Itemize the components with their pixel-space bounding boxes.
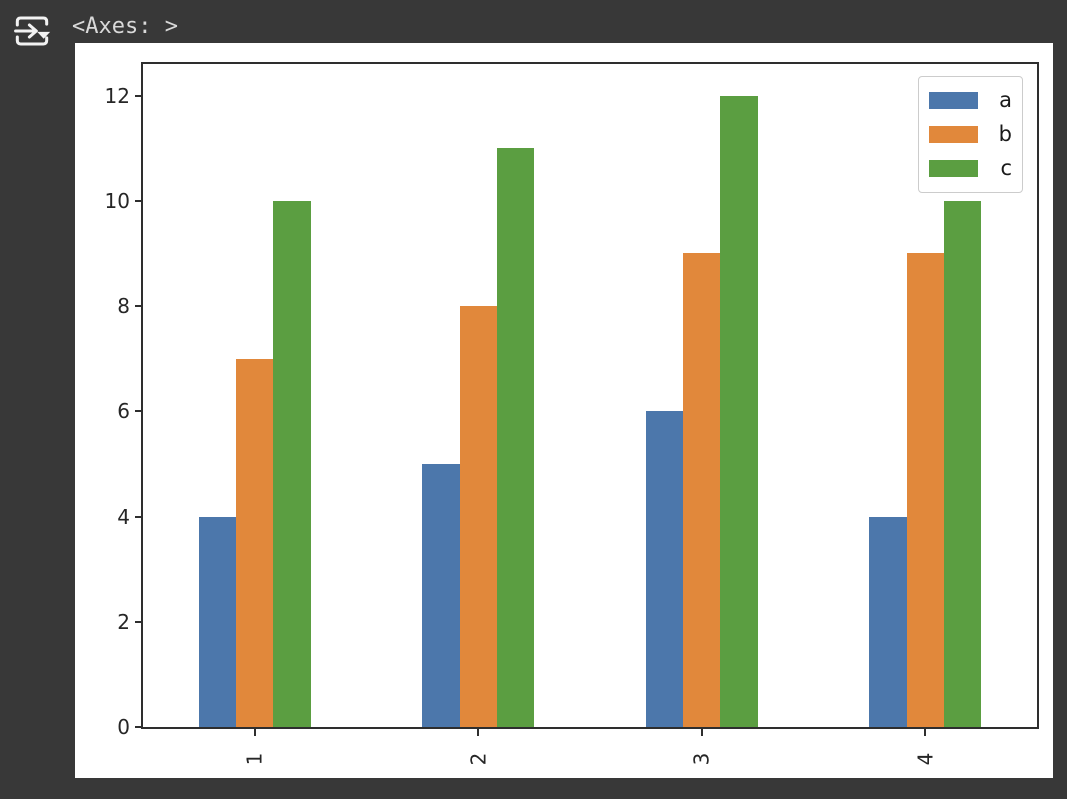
legend-item-c: c [929,155,1012,180]
x-tick-label: 4 [910,741,940,777]
bar-a-3 [645,411,684,727]
x-tick-mark [477,727,480,736]
legend-label: a [999,88,1012,113]
legend-item-b: b [929,121,1012,146]
output-repr-text: <Axes: > [72,14,178,39]
legend-swatch-a [929,92,978,110]
bar-c-1 [273,200,311,727]
legend-label: c [1000,155,1012,180]
y-tick-label: 2 [117,609,130,634]
x-tick-label: 2 [463,741,493,777]
y-tick-label: 4 [117,504,130,529]
y-tick-mark [135,305,143,308]
legend-swatch-b [929,125,978,143]
bar-b-2 [459,306,497,727]
plot-area [143,64,1037,727]
x-tick-label-text: 3 [689,752,714,766]
y-tick-label: 12 [104,83,130,108]
bar-a-2 [422,463,460,727]
bar-a-1 [198,516,237,727]
x-tick-mark [253,727,256,736]
y-tick-label: 8 [117,294,130,319]
x-tick-mark [924,727,927,736]
x-tick-label: 1 [240,741,270,777]
y-tick-mark [135,94,143,97]
x-tick-label-text: 4 [913,752,938,766]
y-tick-mark [135,515,143,518]
bar-b-3 [683,253,721,727]
y-tick-label: 10 [104,188,130,213]
x-tick-mark [700,727,703,736]
x-tick-label: 3 [687,741,717,777]
x-tick-label-text: 2 [466,752,491,766]
y-tick-label: 6 [117,399,130,424]
legend-item-a: a [929,90,1012,111]
y-tick-mark [135,620,143,623]
bar-b-4 [906,253,944,727]
legend-label: b [998,121,1012,146]
axes-frame [141,62,1039,729]
bar-c-4 [943,200,982,727]
y-tick-mark [135,199,143,202]
y-tick-mark [135,410,143,413]
bar-c-2 [496,148,535,727]
x-tick-label-text: 1 [242,752,267,766]
output-cell-icon[interactable] [11,12,53,50]
y-tick-mark [135,726,143,728]
bar-a-4 [869,516,907,727]
bar-b-1 [236,358,274,727]
bar-c-3 [720,95,758,727]
y-tick-label: 0 [117,715,130,739]
legend-swatch-c [929,159,978,177]
